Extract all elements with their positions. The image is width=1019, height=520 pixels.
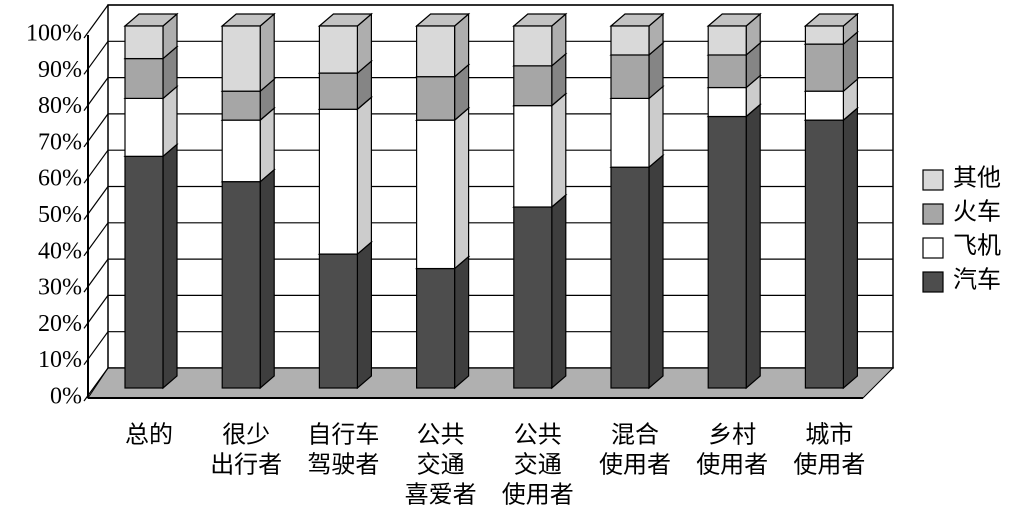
tick-mark bbox=[83, 258, 109, 293]
bar bbox=[416, 267, 456, 389]
bar bbox=[124, 155, 164, 389]
bar bbox=[124, 57, 164, 99]
bar-side bbox=[356, 240, 372, 390]
bar bbox=[804, 25, 845, 45]
bar-side bbox=[454, 106, 470, 270]
y-tick-label: 10% bbox=[38, 347, 82, 373]
tick-mark bbox=[83, 77, 109, 111]
bar bbox=[318, 108, 358, 255]
bar bbox=[513, 65, 553, 107]
legend-label: 火车 bbox=[953, 199, 1001, 226]
bar-side bbox=[648, 85, 664, 169]
x-tick-label: 使用者 bbox=[599, 452, 671, 479]
x-tick-label: 交通 bbox=[514, 452, 562, 479]
floor bbox=[87, 367, 895, 399]
bar bbox=[707, 54, 747, 89]
tick-mark bbox=[83, 367, 109, 402]
legend-swatch bbox=[922, 237, 944, 259]
x-tick-label: 使用者 bbox=[502, 482, 574, 509]
bar bbox=[707, 86, 747, 118]
legend-swatch bbox=[922, 169, 944, 191]
bar bbox=[318, 25, 358, 74]
x-tick-label: 使用者 bbox=[793, 452, 865, 479]
legend-label: 飞机 bbox=[953, 233, 1001, 260]
bar-side bbox=[454, 255, 470, 390]
bar bbox=[707, 25, 747, 56]
bar bbox=[124, 25, 164, 60]
bar bbox=[610, 54, 650, 99]
bar bbox=[221, 181, 261, 389]
bar-side bbox=[356, 95, 372, 256]
y-tick-label: 50% bbox=[38, 202, 82, 228]
x-tick-label: 公共 bbox=[514, 422, 562, 449]
bar bbox=[610, 25, 650, 56]
tick-mark bbox=[83, 186, 109, 220]
x-tick-label: 交通 bbox=[417, 452, 465, 479]
tick-mark bbox=[83, 295, 109, 329]
bar bbox=[804, 43, 845, 92]
bar-side bbox=[259, 12, 275, 93]
tick-mark bbox=[83, 331, 109, 366]
tick-mark bbox=[83, 222, 109, 257]
legend-label: 汽车 bbox=[953, 267, 1001, 294]
y-tick-label: 60% bbox=[38, 166, 82, 192]
tick-mark bbox=[83, 113, 109, 148]
bar bbox=[707, 115, 747, 389]
bar bbox=[416, 25, 456, 78]
bar bbox=[221, 25, 261, 92]
bar bbox=[318, 253, 358, 389]
y-tick-label: 30% bbox=[38, 275, 82, 301]
bar-side bbox=[842, 106, 859, 390]
tick-mark bbox=[83, 149, 109, 184]
bar bbox=[221, 90, 261, 121]
bar-side bbox=[648, 153, 664, 390]
legend-swatch bbox=[922, 203, 944, 225]
bar-side bbox=[162, 143, 178, 390]
legend-swatch bbox=[922, 271, 944, 293]
bar-side bbox=[745, 103, 761, 390]
bar bbox=[416, 76, 456, 121]
x-tick-label: 总的 bbox=[125, 422, 173, 449]
bar bbox=[610, 97, 650, 168]
bar bbox=[318, 72, 358, 110]
legend-label: 其他 bbox=[953, 165, 1001, 192]
bar-side bbox=[551, 92, 567, 209]
x-tick-label: 很少 bbox=[222, 422, 270, 449]
y-tick-label: 20% bbox=[38, 311, 82, 337]
bar bbox=[513, 105, 553, 208]
y-tick-label: 90% bbox=[38, 57, 82, 83]
y-tick-label: 80% bbox=[38, 93, 82, 119]
bar bbox=[513, 206, 553, 389]
bar bbox=[416, 119, 456, 270]
x-tick-label: 驾驶者 bbox=[307, 452, 379, 479]
bar bbox=[513, 25, 553, 67]
tick-mark bbox=[83, 40, 109, 75]
bar bbox=[804, 90, 845, 121]
bar-side bbox=[259, 106, 275, 183]
x-tick-label: 乡村 bbox=[708, 422, 756, 449]
x-tick-label: 城市 bbox=[805, 422, 853, 449]
bar-side bbox=[259, 168, 275, 390]
x-tick-label: 公共 bbox=[417, 422, 465, 449]
y-tick-label: 70% bbox=[38, 129, 82, 155]
x-tick-label: 自行车 bbox=[307, 422, 379, 449]
bar bbox=[804, 119, 845, 389]
bar bbox=[221, 119, 261, 183]
tick-mark bbox=[83, 4, 109, 39]
x-tick-label: 使用者 bbox=[696, 452, 768, 479]
bar-side bbox=[551, 193, 567, 390]
bar bbox=[610, 166, 650, 389]
y-tick-label: 40% bbox=[38, 238, 82, 264]
x-tick-label: 喜爱者 bbox=[405, 482, 477, 509]
y-tick-label: 100% bbox=[26, 21, 82, 47]
x-tick-label: 混合 bbox=[611, 422, 659, 449]
y-tick-label: 0% bbox=[50, 384, 82, 410]
bar bbox=[124, 97, 164, 157]
x-tick-label: 出行者 bbox=[210, 452, 282, 479]
